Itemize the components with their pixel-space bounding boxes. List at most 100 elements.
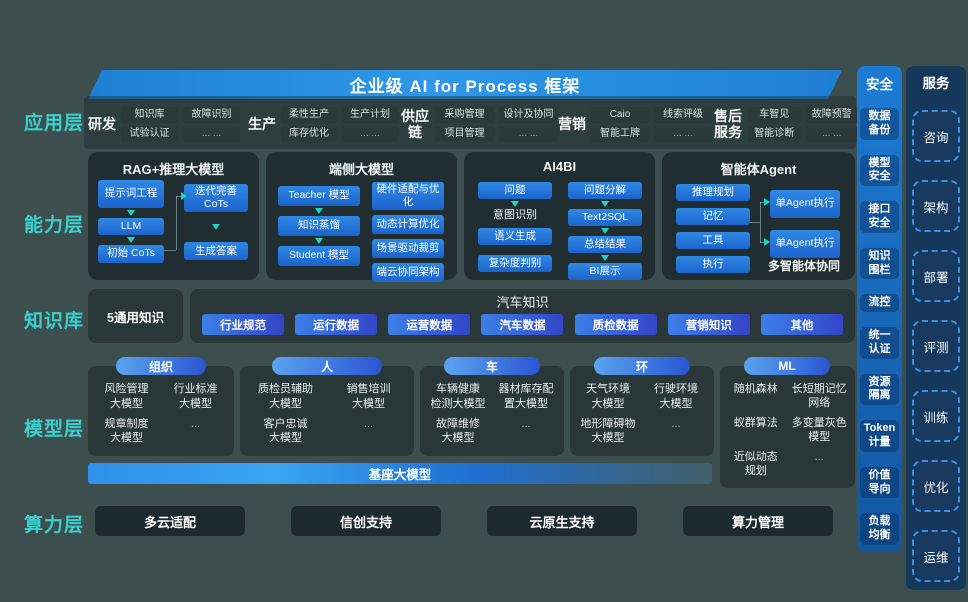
model-item: 随机森林 [733, 382, 778, 395]
flow-step: Student 模型 [278, 246, 360, 266]
model-item: 故障维修 大模型 [436, 418, 480, 445]
feature-pill: 场景驱动裁剪 [372, 239, 444, 259]
general-knowledge-box: 5通用知识 [88, 289, 183, 343]
knowledge-chip: 行业规范 [202, 314, 284, 335]
app-group-after-sales: 售后服务 车智见 智能诊断 故障预警 ... ... [713, 101, 858, 147]
app-item-stack: 采购管理 项目管理 [435, 106, 494, 142]
capability-box-title: 端侧大模型 [328, 162, 394, 177]
model-item-more: ... [190, 418, 201, 431]
flow-step: Text2SQL [568, 209, 642, 226]
flow-step: 生成答案 [184, 242, 248, 261]
general-knowledge-label: 5通用知识 [107, 310, 164, 325]
connector-line [760, 202, 761, 243]
arrow-down-icon [315, 238, 323, 244]
layer-label-model: 模型层 [23, 419, 84, 440]
app-group-label: 供应链 [401, 107, 429, 140]
app-group-label: 研发 [88, 115, 116, 132]
model-item-more: ... [363, 418, 374, 431]
app-item-more: ... ... [183, 125, 240, 142]
security-item: 价值 导向 [860, 466, 899, 499]
connector-line [760, 202, 765, 203]
app-group-rd: 研发 知识库 试验认证 故障识别 ... ... [88, 101, 240, 147]
model-item: 近似动态 规划 [733, 450, 778, 478]
flow-step: LLM [98, 218, 164, 235]
knowledge-chip: 运行数据 [295, 314, 378, 335]
agent-exec-pill: 单Agent执行 [770, 230, 840, 258]
flow-step: 问题分解 [568, 182, 642, 199]
compute-item-power-mgmt: 算力管理 [683, 506, 833, 536]
model-item-more: ... [814, 450, 824, 463]
model-item: 长短期记忆 网络 [791, 382, 847, 409]
model-group-pill: 车 [444, 357, 540, 375]
multi-agent-caption: 多智能体协同 [767, 259, 840, 273]
framework-title: 企业级 AI for Process 框架 [349, 77, 581, 96]
security-column: 安全 数据 备份 模型 安全 接口 安全 知识 围栏 流控 统一 认证 资源 隔… [857, 66, 902, 552]
layer-label-capability: 能力层 [23, 215, 84, 236]
agent-component: 记忆 [676, 208, 750, 225]
flow-step: BI展示 [568, 263, 642, 280]
arrow-down-icon [127, 237, 135, 243]
flow-step: 复杂度判别 [478, 255, 552, 273]
model-group-box-ml: 随机森林 长短期记忆 网络 蚁群算法 多变量灰色 模型 近似动态 规划 ... [720, 366, 855, 488]
model-item: 规章制度 大模型 [104, 418, 149, 445]
app-item: 柔性生产 [281, 106, 337, 123]
model-group-box-person: 质检员辅助 大模型 销售培训 大模型 客户忠诚 大模型 ... [240, 366, 414, 456]
app-item: 故障识别 [183, 106, 240, 123]
flow-step: 知识蒸馏 [278, 216, 360, 236]
compute-item-xinchuang: 信创支持 [291, 506, 441, 536]
compute-item-multicloud: 多云适配 [95, 506, 245, 536]
agent-component: 执行 [676, 256, 750, 273]
security-item: 资源 隔离 [860, 373, 899, 406]
domain-knowledge-title: 汽车知识 [496, 295, 549, 310]
model-item: 质检员辅助 大模型 [258, 383, 313, 410]
app-item-stack: Caio 智能工牌 [591, 106, 649, 142]
agent-component: 工具 [676, 232, 750, 249]
app-item: 试验认证 [121, 125, 178, 142]
flow-step: Teacher 模型 [278, 186, 360, 206]
arrow-right-icon [764, 238, 770, 246]
app-item: 车智见 [748, 106, 801, 123]
model-group-box-vehicle: 车辆健康 检测大模型 器材库存配 置大模型 故障维修 大模型 ... [420, 366, 564, 456]
model-item: 车辆健康 检测大模型 [430, 383, 486, 410]
model-group-pill: 环 [594, 357, 690, 375]
knowledge-chip: 质检数据 [574, 314, 657, 335]
app-group-production: 生产 柔性生产 库存优化 生产计划 ... ... [248, 101, 398, 147]
model-item-more: ... [521, 418, 531, 431]
app-item: 知识库 [121, 106, 178, 123]
arrow-right-icon [181, 192, 187, 200]
app-item-more: ... ... [342, 125, 398, 142]
arrow-down-icon [315, 208, 323, 214]
agent-component: 推理规划 [676, 184, 750, 201]
model-item: 客户忠诚 大模型 [263, 418, 308, 445]
service-item: 评测 [912, 320, 960, 372]
app-group-marketing: 营销 Caio 智能工牌 线索评级 ... ... [558, 101, 712, 147]
arrow-down-icon [212, 224, 220, 231]
app-item-stack: 知识库 试验认证 [121, 106, 178, 142]
capability-box-edge-model: 端侧大模型 Teacher 模型 知识蒸馏 Student 模型 硬件适配与优化… [266, 152, 457, 283]
connector-line [760, 242, 765, 243]
knowledge-chip-row: 行业规范 运行数据 运营数据 汽车数据 质检数据 营销知识 其他 [202, 314, 843, 335]
flow-step-text: 意图识别 [493, 209, 537, 221]
model-item: 风险管理 大模型 [104, 383, 149, 410]
security-title: 安全 [866, 77, 893, 92]
app-item-stack: 车智见 智能诊断 [748, 106, 801, 142]
app-item-stack: 故障识别 ... ... [183, 106, 240, 142]
model-item: 蚁群算法 [733, 416, 778, 429]
app-item-stack: 柔性生产 库存优化 [281, 106, 337, 142]
app-item: 故障预警 [805, 106, 858, 123]
service-item: 咨询 [912, 110, 960, 162]
framework-banner: 企业级 AI for Process 框架 [88, 70, 842, 99]
app-item-stack: 设计及协同 ... ... [499, 106, 558, 142]
service-item: 运维 [912, 530, 960, 582]
app-item: 库存优化 [281, 125, 337, 142]
app-item-stack: 故障预警 ... ... [805, 106, 858, 142]
flow-step: 总结结果 [568, 236, 642, 253]
domain-knowledge-box: 汽车知识 行业规范 运行数据 运营数据 汽车数据 质检数据 营销知识 其他 [190, 289, 855, 343]
app-item: 智能诊断 [748, 125, 801, 142]
app-item-stack: 生产计划 ... ... [342, 106, 398, 142]
layer-label-app: 应用层 [23, 113, 84, 134]
arrow-down-icon [601, 255, 609, 261]
knowledge-chip: 其他 [760, 314, 843, 335]
model-group-box-org: 风险管理 大模型 行业标准 大模型 规章制度 大模型 ... [88, 366, 234, 456]
arrow-down-icon [601, 228, 609, 234]
